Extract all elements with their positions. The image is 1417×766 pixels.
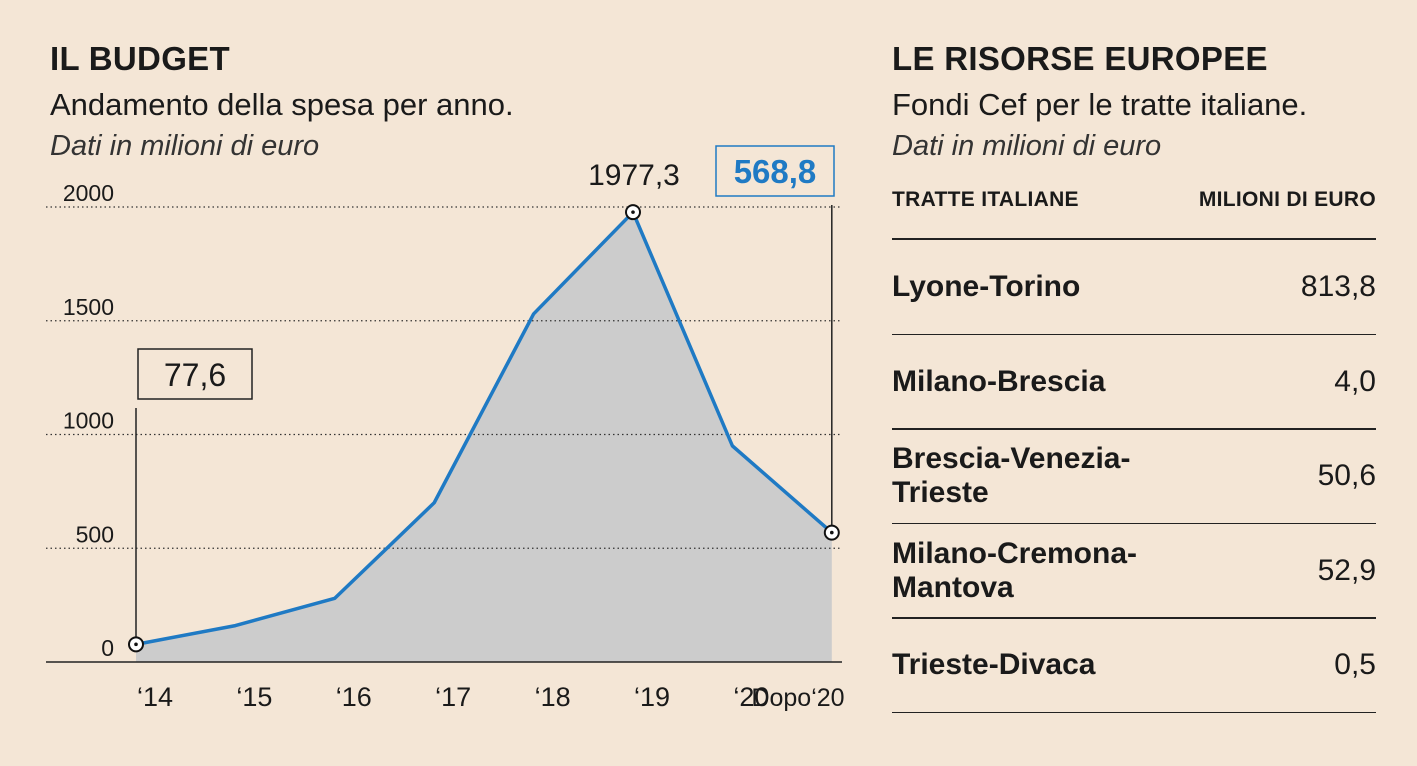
row-divider [892,522,1376,524]
x-tick-label: Dopo‘20 [751,684,844,712]
data-point-center [830,530,834,535]
row-name: Brescia-Venezia- Trieste [892,442,1131,510]
y-tick-label: 1500 [63,294,114,320]
row-value: 4,0 [1334,364,1376,398]
risorse-subtitle: Fondi Cef per le tratte italiane. [892,87,1308,122]
row-divider [892,617,1376,619]
x-tick-label: ‘19 [634,682,670,712]
x-tick-label: ‘18 [535,682,571,712]
column-header-value: MILIONI DI EURO [1198,188,1376,211]
row-name: Milano-Brescia [892,364,1106,398]
y-tick-label: 0 [101,635,114,661]
risorse-note: Dati in milioni di euro [892,130,1162,162]
data-label: 568,8 [734,153,817,190]
table-row: Lyone-Torino 813,8 [892,240,1376,335]
table-divider [892,238,1376,240]
x-tick-label: ‘20 [733,682,769,712]
series-line [135,210,833,647]
callout-box [715,145,835,197]
row-name: Milano-Cremona- Mantova [892,536,1138,604]
column-header-name: TRATTE ITALIANE [892,188,1079,211]
table-row: Milano-Cremona- Mantova 52,9 [892,524,1376,619]
budget-subtitle: Andamento della spesa per anno. [50,87,514,122]
table-row: Milano-Brescia 4,0 [892,335,1376,430]
area-fill [136,212,832,662]
row-value: 52,9 [1317,553,1376,587]
callout-box [137,348,253,400]
row-value: 813,8 [1300,270,1376,304]
x-tick-label: ‘15 [236,682,272,712]
row-value: 0,5 [1334,648,1376,682]
data-label: 77,6 [164,357,226,393]
row-value: 50,6 [1317,459,1376,493]
budget-title: IL BUDGET [50,40,230,77]
x-tick-label: ‘16 [336,682,372,712]
y-tick-label: 500 [76,521,114,547]
row-name: Lyone-Torino [892,270,1081,304]
table-row: Trieste-Divaca 0,5 [892,618,1376,713]
data-point-center [631,210,635,214]
row-divider [892,333,1376,335]
data-label: 1977,3 [588,159,680,192]
row-divider [892,711,1376,713]
risorse-title: LE RISORSE EUROPEE [892,40,1268,77]
data-point-center [134,642,138,647]
risorse-panel: LE RISORSE EUROPEE Fondi Cef per le trat… [892,0,1378,766]
row-name: Trieste-Divaca [892,648,1096,682]
budget-chart: 0 500 1000 1500 2000 ‘14 ‘15 ‘16 ‘17 ‘18 ‘19 ‘20Dop… [46,145,845,712]
budget-panel: IL BUDGET Andamento della spesa per anno… [46,40,845,712]
budget-note: Dati in milioni di euro [50,130,320,162]
x-tick-label: ‘14 [137,682,173,712]
table-row: Brescia-Venezia- Trieste 50,6 [892,429,1376,524]
y-tick-label: 1000 [63,408,114,434]
row-divider [892,428,1376,430]
y-tick-label: 2000 [63,180,114,206]
x-tick-label: ‘17 [435,682,471,712]
